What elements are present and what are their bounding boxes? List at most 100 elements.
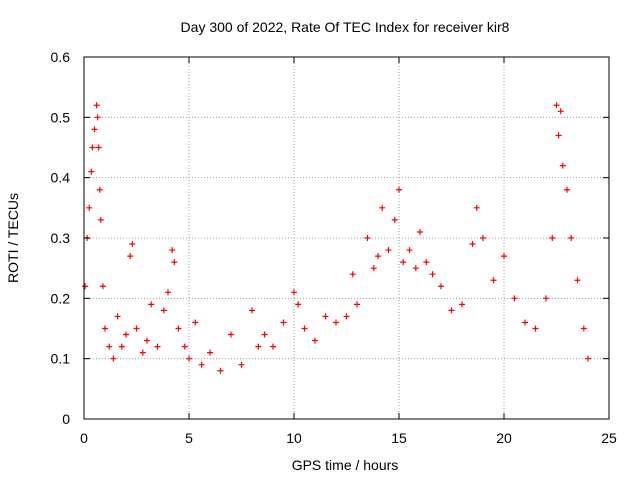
data-point — [522, 319, 528, 326]
y-tick-label: 0.5 — [51, 109, 71, 125]
data-point — [364, 235, 371, 241]
data-point — [148, 301, 155, 308]
data-point — [557, 108, 564, 115]
data-point — [102, 325, 108, 332]
data-point — [473, 204, 480, 211]
data-point — [86, 204, 93, 211]
data-point — [249, 307, 255, 314]
data-point — [171, 259, 178, 266]
y-axis-label: ROTI / TECUs — [5, 193, 21, 283]
data-point — [114, 313, 121, 320]
x-tick-label: 5 — [185, 430, 193, 446]
x-tick-label: 15 — [391, 430, 407, 446]
data-point — [82, 283, 89, 290]
x-tick-label: 0 — [80, 430, 88, 446]
data-point — [574, 277, 581, 284]
data-point — [144, 337, 150, 344]
data-point — [406, 247, 413, 254]
y-tick-label: 0 — [62, 411, 70, 427]
data-point — [175, 325, 182, 332]
y-tick-label: 0.3 — [51, 230, 71, 246]
data-point — [375, 253, 381, 260]
data-point — [549, 235, 556, 241]
data-point — [322, 313, 329, 320]
data-point — [429, 271, 436, 278]
data-point — [532, 325, 539, 332]
chart-title: Day 300 of 2022, Rate Of TEC Index for r… — [181, 19, 510, 35]
data-point — [343, 313, 350, 320]
series-roti — [82, 102, 591, 374]
data-point — [412, 265, 419, 272]
data-point — [580, 325, 587, 332]
x-tick-label: 20 — [496, 430, 512, 446]
y-tick-label: 0.2 — [51, 290, 71, 306]
grid-lines — [84, 57, 609, 419]
data-point — [423, 259, 430, 266]
data-point — [480, 235, 486, 241]
data-point — [459, 301, 465, 308]
data-point — [564, 186, 570, 193]
data-point — [93, 102, 100, 109]
data-point — [448, 307, 455, 314]
data-point — [261, 331, 268, 338]
data-point — [91, 126, 98, 133]
data-point — [391, 216, 398, 223]
data-point — [400, 259, 407, 266]
data-point — [198, 361, 205, 368]
data-point — [379, 204, 386, 211]
data-point — [97, 216, 104, 223]
data-point — [370, 265, 377, 272]
data-point — [127, 253, 134, 260]
axis-ticks: 0 5 10 15 20 25 0 0.1 0.2 0.3 0.4 0.5 0.6 — [51, 49, 617, 446]
data-point — [165, 289, 171, 296]
data-point — [295, 301, 302, 308]
data-point — [118, 343, 125, 350]
data-point — [89, 144, 96, 151]
data-point — [312, 337, 318, 344]
y-tick-label: 0.1 — [51, 351, 71, 367]
data-points — [82, 102, 591, 374]
y-tick-label: 0.4 — [51, 170, 71, 186]
data-point — [501, 253, 507, 260]
data-point — [106, 343, 113, 350]
data-point — [154, 343, 161, 350]
data-point — [207, 349, 213, 356]
data-point — [349, 271, 356, 278]
data-point — [133, 325, 140, 332]
data-point — [511, 295, 518, 302]
data-point — [385, 247, 392, 254]
data-point — [95, 144, 102, 151]
data-point — [96, 186, 103, 193]
data-point — [99, 283, 106, 290]
data-point — [543, 295, 549, 302]
data-point — [186, 355, 192, 362]
data-point — [88, 168, 95, 175]
data-point — [490, 277, 497, 284]
data-point — [228, 331, 234, 338]
data-point — [354, 301, 360, 308]
x-axis-label: GPS time / hours — [292, 457, 399, 473]
data-point — [301, 325, 308, 332]
data-point — [559, 162, 566, 169]
data-point — [417, 228, 423, 235]
data-point — [291, 289, 297, 296]
data-point — [160, 307, 167, 314]
data-point — [585, 355, 591, 362]
data-point — [169, 247, 176, 254]
data-point — [333, 319, 339, 326]
data-point — [396, 186, 402, 193]
data-point — [139, 349, 146, 356]
data-point — [217, 367, 224, 374]
y-tick-label: 0.6 — [51, 49, 71, 65]
data-point — [123, 331, 129, 338]
data-point — [555, 132, 562, 139]
data-point — [110, 355, 117, 362]
data-point — [255, 343, 262, 350]
data-point — [181, 343, 188, 350]
x-tick-label: 25 — [601, 430, 617, 446]
data-point — [238, 361, 245, 368]
data-point — [94, 114, 101, 121]
x-tick-label: 10 — [286, 430, 302, 446]
data-point — [568, 235, 575, 241]
